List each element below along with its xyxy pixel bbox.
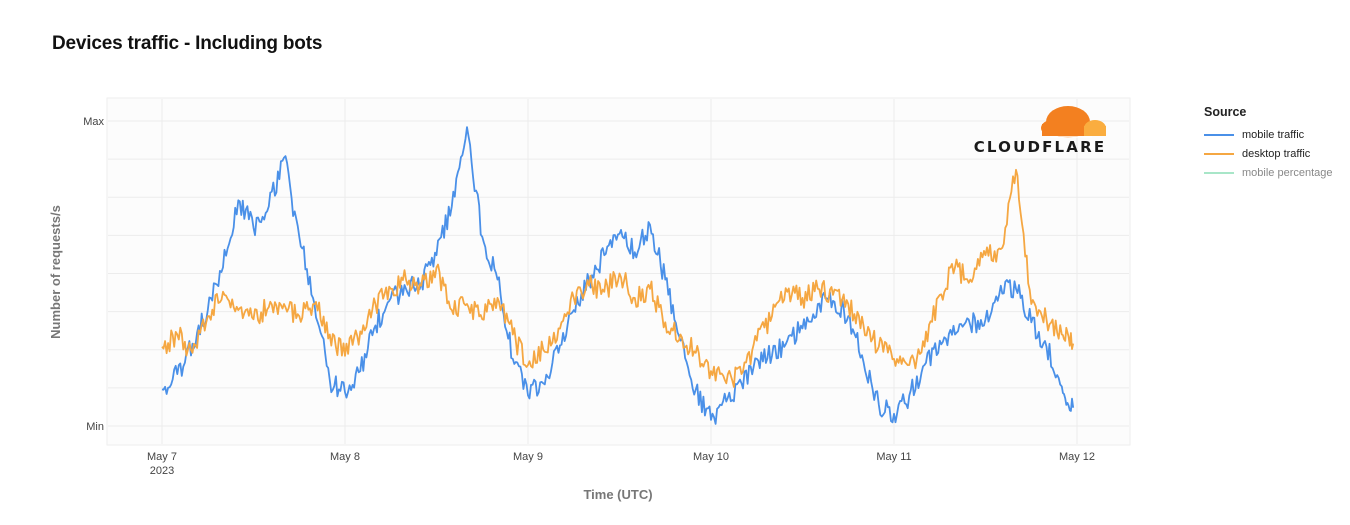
x-tick-label: May 7 bbox=[147, 451, 177, 463]
legend-item-mobile-percentage[interactable]: mobile percentage bbox=[1204, 163, 1333, 182]
legend-swatch bbox=[1204, 171, 1234, 174]
legend-label: mobile percentage bbox=[1242, 166, 1333, 179]
x-tick-label: May 12 bbox=[1059, 451, 1095, 463]
x-axis-label: Time (UTC) bbox=[583, 487, 652, 502]
x-tick-sublabel: 2023 bbox=[150, 465, 174, 477]
chart-title: Devices traffic - Including bots bbox=[52, 33, 323, 54]
legend-item-mobile-traffic[interactable]: mobile traffic bbox=[1204, 125, 1333, 144]
legend-swatch bbox=[1204, 133, 1234, 136]
y-tick-label: Max bbox=[83, 116, 104, 128]
cloudflare-logo: CLOUDFLARE bbox=[974, 106, 1107, 156]
legend: Source mobile traffic desktop traffic mo… bbox=[1204, 105, 1333, 182]
y-tick-label: Min bbox=[86, 421, 104, 433]
legend-swatch bbox=[1204, 152, 1234, 155]
x-tick-label: May 11 bbox=[876, 451, 911, 463]
x-tick-label: May 8 bbox=[330, 451, 360, 463]
y-axis-ticks: Max Min bbox=[83, 116, 104, 433]
cloudflare-wordmark: CLOUDFLARE bbox=[974, 138, 1107, 156]
y-axis-label: Number of requests/s bbox=[48, 205, 63, 339]
x-tick-label: May 10 bbox=[693, 451, 729, 463]
series-layer bbox=[161, 126, 1075, 425]
legend-label: mobile traffic bbox=[1242, 128, 1305, 141]
legend-label: desktop traffic bbox=[1242, 147, 1311, 160]
cloud-icon bbox=[1041, 106, 1106, 138]
series-line-desktop-traffic bbox=[161, 168, 1075, 388]
legend-item-desktop-traffic[interactable]: desktop traffic bbox=[1204, 144, 1333, 163]
legend-title: Source bbox=[1204, 105, 1247, 119]
x-axis-ticks: May 7 2023 May 8 May 9 May 10 May 11 May 12 bbox=[147, 451, 1095, 477]
x-tick-label: May 9 bbox=[513, 451, 543, 463]
